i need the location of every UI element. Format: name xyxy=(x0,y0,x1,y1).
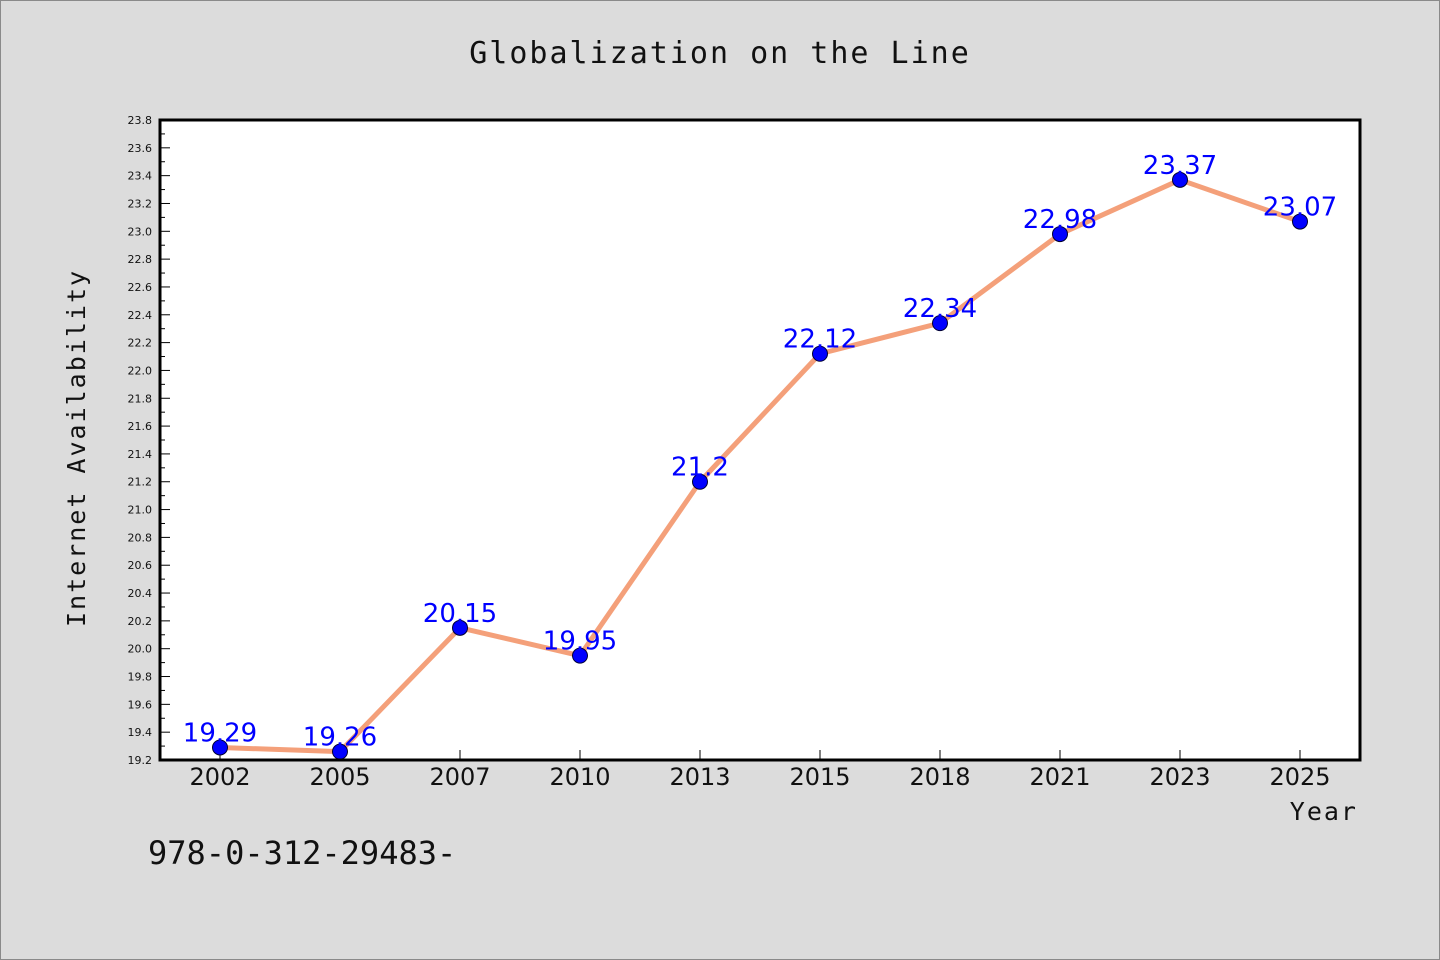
x-tick-label: 2023 xyxy=(1149,763,1210,791)
y-tick-label: 19.6 xyxy=(128,698,153,711)
x-tick-label: 2007 xyxy=(429,763,490,791)
y-tick-label: 20.0 xyxy=(128,643,153,656)
y-tick-label: 22.2 xyxy=(128,337,153,350)
y-tick-label: 21.4 xyxy=(128,448,153,461)
data-label: 19.26 xyxy=(303,723,377,753)
data-point xyxy=(1052,226,1068,243)
y-tick-label: 22.8 xyxy=(128,253,153,266)
data-point xyxy=(932,315,948,332)
x-tick-label: 2015 xyxy=(789,763,850,791)
data-label: 22.12 xyxy=(783,325,857,355)
x-tick-label: 2018 xyxy=(909,763,970,791)
x-axis-ticks: 2002 2005 2007 2010 2013 2015 2018 2021 2023 2025 xyxy=(189,750,1331,791)
x-tick-label: 2010 xyxy=(549,763,610,791)
y-tick-label: 23.4 xyxy=(128,170,153,183)
series-line xyxy=(217,177,1303,755)
x-tick-label: 2025 xyxy=(1269,763,1330,791)
y-tick-label: 20.6 xyxy=(128,559,153,572)
plot-border xyxy=(158,118,1362,762)
y-tick-label: 20.4 xyxy=(128,587,153,600)
data-label: 20.15 xyxy=(423,599,497,629)
x-tick-label: 2013 xyxy=(669,763,730,791)
plot-area xyxy=(160,120,1360,760)
y-tick-label: 21.8 xyxy=(128,392,153,405)
y-tick-label: 19.8 xyxy=(128,671,153,684)
data-label: 22.98 xyxy=(1023,205,1097,235)
chart-title: Globalization on the Line xyxy=(469,36,971,71)
footer-text: 978-0-312-29483- xyxy=(148,834,456,872)
data-label: 21.2 xyxy=(671,453,729,483)
data-point xyxy=(212,739,228,756)
data-label: 22.34 xyxy=(903,294,977,324)
data-label: 23.07 xyxy=(1263,193,1337,223)
x-tick-label: 2021 xyxy=(1029,763,1090,791)
data-point xyxy=(1292,213,1308,230)
y-tick-label: 19.4 xyxy=(128,726,153,739)
data-label: 19.95 xyxy=(543,627,617,657)
data-point xyxy=(692,473,708,490)
y-tick-label: 21.0 xyxy=(128,504,153,517)
data-label: 19.29 xyxy=(183,718,257,748)
y-tick-label: 21.2 xyxy=(128,476,153,489)
data-point xyxy=(452,619,468,636)
y-tick-label: 23.0 xyxy=(128,225,153,238)
y-tick-label: 20.8 xyxy=(128,531,153,544)
y-tick-label: 22.6 xyxy=(128,281,153,294)
data-point xyxy=(1172,171,1188,188)
y-tick-label: 23.8 xyxy=(128,114,153,127)
x-tick-label: 2005 xyxy=(309,763,370,791)
series-group: 19.29 19.26 20.15 19.95 21.2 22.12 22.34 22.98 2… xyxy=(183,151,1337,760)
data-point xyxy=(572,647,588,664)
y-axis-label: Internet Availability xyxy=(62,269,91,627)
y-tick-label: 23.2 xyxy=(128,197,153,210)
y-tick-label: 19.2 xyxy=(128,754,153,767)
y-tick-label: 22.0 xyxy=(128,364,153,377)
y-tick-label: 22.4 xyxy=(128,309,153,322)
x-tick-label: 2002 xyxy=(189,763,250,791)
y-tick-label: 20.2 xyxy=(128,615,153,628)
y-tick-label: 23.6 xyxy=(128,142,153,155)
y-tick-label: 21.6 xyxy=(128,420,153,433)
data-label: 23.37 xyxy=(1143,151,1217,181)
y-axis-ticks: 19.2 19.4 19.6 19.8 20.0 20.2 20.4 20.6 20.8 21.0… xyxy=(128,114,170,767)
data-point xyxy=(812,345,828,362)
x-axis-label: Year xyxy=(1290,797,1358,826)
